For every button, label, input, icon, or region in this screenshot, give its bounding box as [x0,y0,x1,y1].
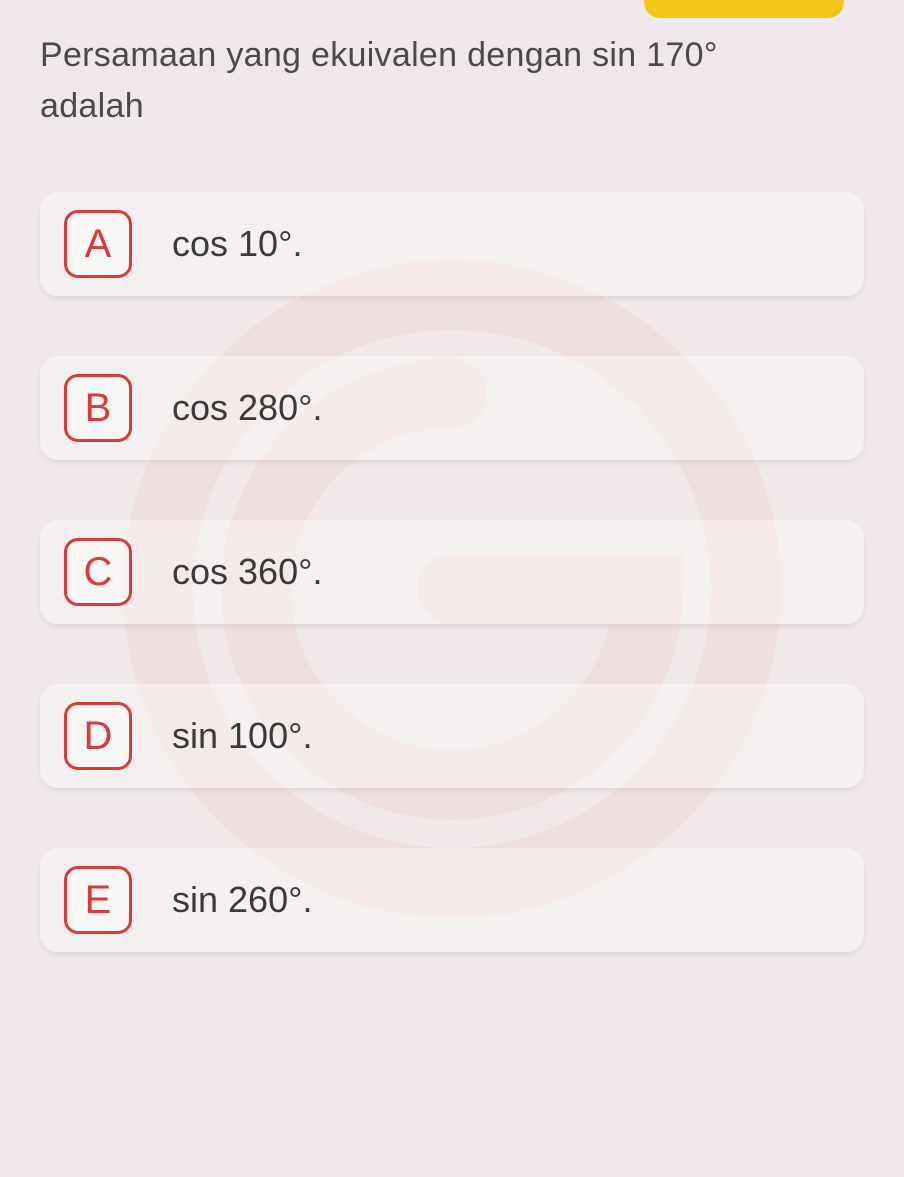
question-line-1: Persamaan yang ekuivalen dengan sin 170° [40,36,718,74]
option-letter-c: C [64,538,132,606]
option-letter-e: E [64,866,132,934]
option-letter-a: A [64,210,132,278]
question-text: Persamaan yang ekuivalen dengan sin 170°… [40,30,864,132]
option-a[interactable]: A cos 10°. [40,192,864,296]
option-text-a: cos 10°. [172,223,302,265]
option-letter-d: D [64,702,132,770]
option-text-c: cos 360°. [172,551,323,593]
option-d[interactable]: D sin 100°. [40,684,864,788]
quiz-content: Persamaan yang ekuivalen dengan sin 170°… [0,0,904,1042]
option-text-e: sin 260°. [172,879,312,921]
option-text-d: sin 100°. [172,715,312,757]
option-e[interactable]: E sin 260°. [40,848,864,952]
option-text-b: cos 280°. [172,387,323,429]
option-letter-b: B [64,374,132,442]
option-c[interactable]: C cos 360°. [40,520,864,624]
question-line-2: adalah [40,87,144,125]
option-b[interactable]: B cos 280°. [40,356,864,460]
